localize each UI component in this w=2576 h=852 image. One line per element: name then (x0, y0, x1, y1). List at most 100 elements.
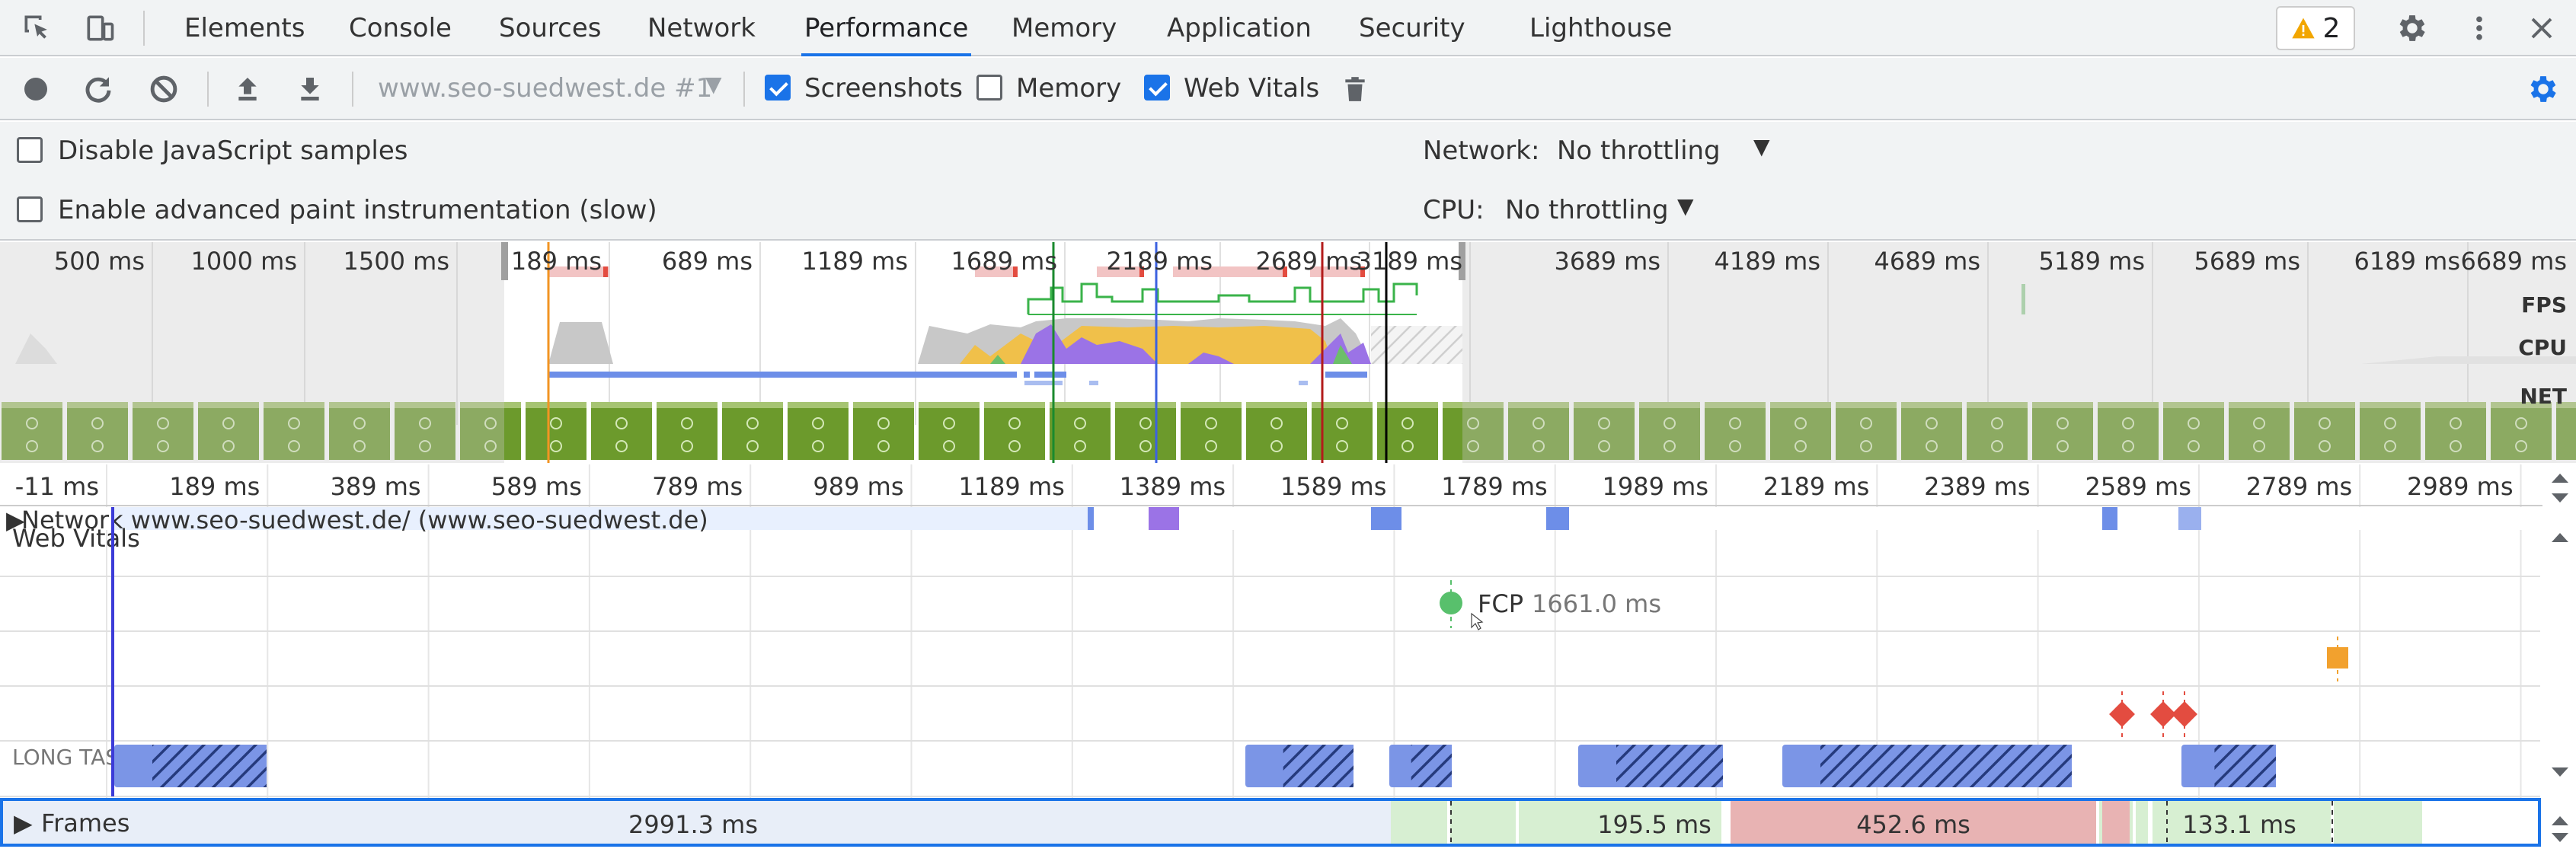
download-icon[interactable] (289, 69, 331, 110)
divider (352, 72, 353, 107)
screenshots-checkbox[interactable] (765, 75, 791, 101)
overview-tick-label: 4189 ms (1715, 247, 1820, 276)
frame-cell[interactable] (1516, 801, 1519, 844)
screenshot-thumbnail (1705, 402, 1766, 460)
screenshot-thumbnail (526, 402, 586, 460)
close-icon[interactable] (2521, 8, 2562, 49)
frame-duration-label: 452.6 ms (1856, 810, 1970, 839)
disable-js-samples-checkbox[interactable] (17, 137, 43, 163)
frame-cell[interactable] (1391, 801, 1444, 844)
memory-checkbox[interactable] (976, 75, 1002, 101)
tab-security[interactable]: Security (1359, 13, 1465, 43)
screenshot-thumbnail (2, 402, 62, 460)
frame-duration-label: 2991.3 ms (628, 810, 758, 839)
fcp-marker[interactable] (1440, 592, 1462, 614)
frame-cell[interactable] (2137, 801, 2145, 844)
frame-cell[interactable] (2133, 801, 2136, 844)
screenshot-thumbnail (2229, 402, 2290, 460)
advanced-paint-checkbox[interactable] (17, 196, 43, 222)
long-task-bar[interactable] (1782, 745, 2072, 787)
screenshot-thumbnail (460, 402, 521, 460)
cpu-select-chevron-icon[interactable]: ▼ (1677, 193, 1694, 219)
network-throttle-label: Network: (1423, 136, 1540, 166)
timeline-tick-label: 989 ms (813, 472, 903, 501)
screenshot-thumbnail (1050, 402, 1111, 460)
screenshot-thumbnail (591, 402, 652, 460)
timeline-details[interactable]: -11 ms 189 ms 389 ms 589 ms 789 ms 989 ms 1189… (0, 464, 2576, 852)
network-request-bar (114, 507, 1093, 530)
long-tasks (114, 745, 2276, 787)
frame-cell[interactable] (1452, 801, 1513, 844)
frame-cell[interactable] (2102, 801, 2130, 844)
hatched-region (1371, 326, 1462, 364)
clear-icon[interactable] (143, 69, 184, 110)
scroll-down-icon[interactable] (2552, 493, 2568, 503)
frame-cell[interactable] (1447, 801, 1450, 844)
tab-memory[interactable]: Memory (1012, 13, 1117, 43)
network-throttle-select[interactable]: No throttling (1557, 136, 1721, 166)
frame-cell[interactable] (1721, 801, 1731, 844)
frame-cell[interactable] (1731, 801, 2096, 844)
upload-icon[interactable] (227, 69, 268, 110)
network-select-chevron-icon[interactable]: ▼ (1753, 134, 1770, 159)
long-task-bar[interactable] (1389, 745, 1452, 787)
cursor-icon (1471, 612, 1484, 630)
frame-cell[interactable] (1520, 801, 1718, 844)
screenshot-thumbnail (329, 402, 390, 460)
timeline-tick-label: 2589 ms (2085, 472, 2191, 501)
tab-performance[interactable]: Performance (801, 0, 972, 56)
screenshot-thumbnail (1967, 402, 2028, 460)
capture-settings-gear-icon[interactable] (2523, 69, 2564, 110)
network-activity (548, 372, 1367, 385)
frame-block[interactable] (3, 801, 1391, 844)
scroll-up-icon[interactable] (2552, 533, 2568, 542)
overview-tick-label: 1689 ms (951, 247, 1057, 276)
tab-network[interactable]: Network (647, 13, 756, 43)
trash-icon[interactable] (1334, 69, 1376, 110)
frame-cell[interactable] (2148, 801, 2153, 844)
expand-network-icon[interactable]: ▶ (6, 506, 25, 534)
screenshot-thumbnail (788, 402, 849, 460)
reload-icon[interactable] (78, 69, 119, 110)
chevron-down-icon[interactable]: ▼ (705, 72, 722, 97)
scroll-up-icon[interactable] (2552, 474, 2568, 483)
expand-frames-icon[interactable]: ▶ (14, 809, 33, 838)
gear-icon[interactable] (2392, 8, 2433, 49)
web-vitals-checkbox[interactable] (1144, 75, 1170, 101)
network-track-title[interactable]: Network www.seo-suedwest.de/ (www.seo-su… (21, 506, 708, 534)
screenshot-thumbnail (1115, 402, 1176, 460)
screenshot-thumbnail (2491, 402, 2552, 460)
fcp-value: 1661.0 ms (1532, 589, 1661, 618)
tab-console[interactable]: Console (349, 13, 452, 43)
profile-select[interactable]: www.seo-suedwest.de #1 (378, 73, 713, 104)
tab-lighthouse[interactable]: Lighthouse (1529, 13, 1673, 43)
more-options-icon[interactable] (2459, 8, 2500, 49)
device-toolbar-icon[interactable] (79, 8, 120, 49)
timeline-overview[interactable]: 500 ms 1000 ms 1500 ms 189 ms 689 ms 1189 ms 1… (0, 242, 2576, 463)
fps-graph (1027, 282, 1418, 314)
scroll-up-icon[interactable] (2552, 816, 2568, 825)
frame-cell[interactable] (2422, 801, 2538, 844)
long-task-bar[interactable] (1578, 745, 1723, 787)
record-icon[interactable] (15, 69, 56, 110)
web-vitals-title: Web Vitals (12, 524, 140, 553)
screenshot-thumbnail (2556, 402, 2576, 460)
warnings-badge[interactable]: 2 (2276, 6, 2355, 50)
frame-cell[interactable] (2096, 801, 2099, 844)
scroll-down-icon[interactable] (2552, 767, 2568, 777)
screenshot-thumbnail (2294, 402, 2355, 460)
long-task-bar[interactable] (2181, 745, 2276, 787)
screenshot-thumbnail (2360, 402, 2421, 460)
inspect-element-icon[interactable] (17, 8, 58, 49)
scroll-down-icon[interactable] (2552, 833, 2568, 842)
tab-elements[interactable]: Elements (184, 13, 305, 43)
frame-cell[interactable] (2163, 801, 2346, 844)
divider (143, 11, 145, 46)
cpu-throttle-select[interactable]: No throttling (1505, 195, 1669, 225)
long-task-bar[interactable] (1245, 745, 1354, 787)
screenshot-thumbnail (1181, 402, 1242, 460)
tab-sources[interactable]: Sources (499, 13, 602, 43)
long-task-bar[interactable] (114, 745, 267, 787)
tab-application[interactable]: Application (1167, 13, 1312, 43)
advanced-paint-label: Enable advanced paint instrumentation (s… (58, 195, 657, 225)
